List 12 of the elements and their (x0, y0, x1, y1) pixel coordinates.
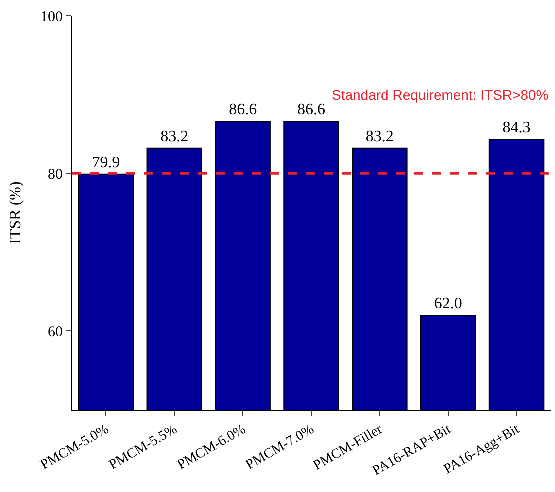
data-label: 86.6 (298, 102, 326, 119)
data-label: 86.6 (229, 102, 258, 119)
data-label: 83.2 (366, 128, 394, 146)
data-label: 83.2 (160, 128, 189, 146)
y-tick-label: 60 (48, 324, 63, 340)
y-tick-label: 100 (40, 9, 63, 26)
y-tick-label: 80 (48, 166, 63, 183)
y-axis-title: ITSR (%) (7, 182, 24, 244)
data-label: 79.9 (92, 154, 120, 172)
data-label: 62.0 (434, 295, 462, 312)
ref-line-label: Standard Requirement: ITSR>80% (332, 87, 549, 103)
data-label: 84.3 (502, 120, 531, 137)
